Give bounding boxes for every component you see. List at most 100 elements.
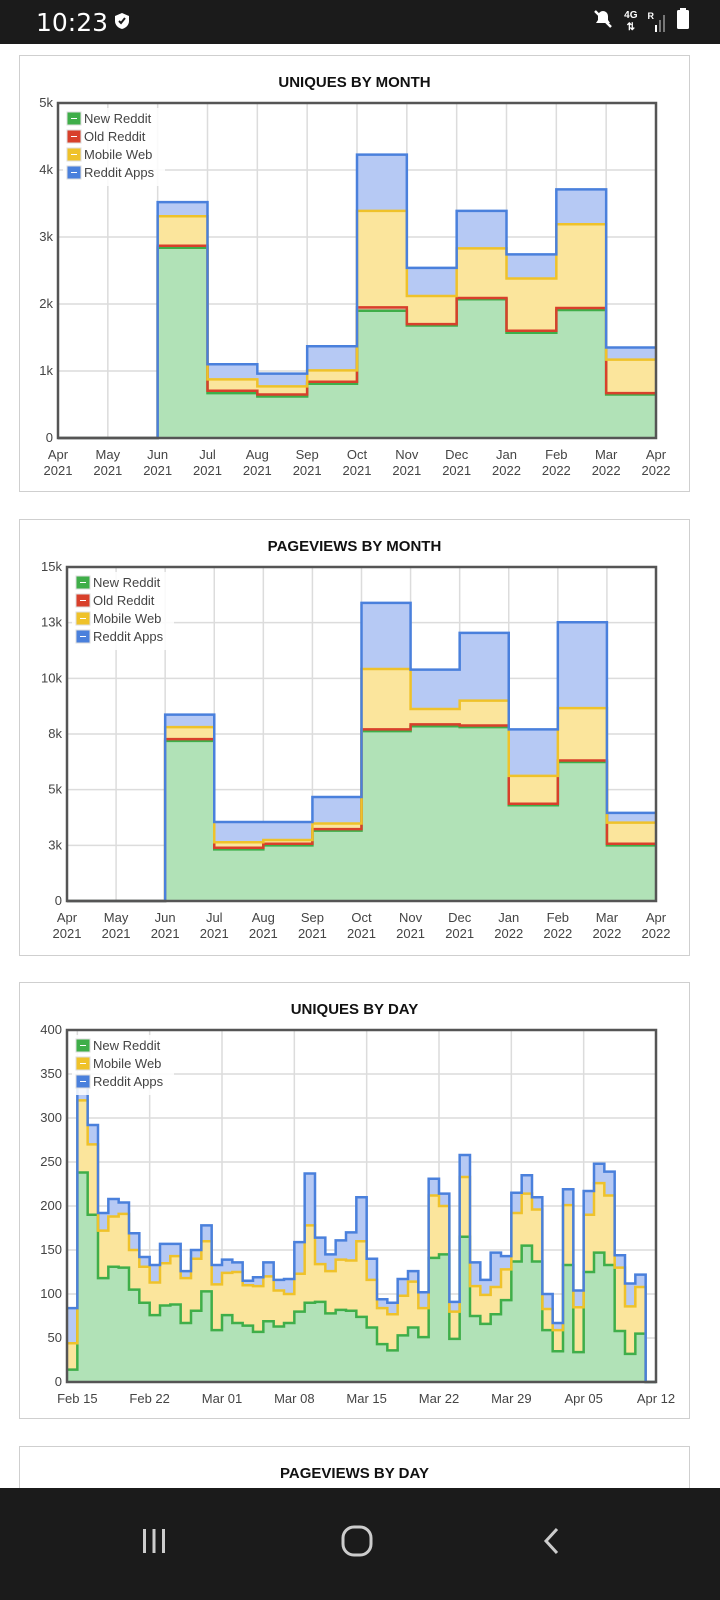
x-tick-label: Jan — [498, 910, 519, 925]
x-tick-label: 2022 — [542, 463, 571, 478]
y-tick-label: 0 — [55, 1374, 62, 1389]
clock: 10:23 — [36, 8, 109, 37]
x-tick-label: May — [104, 910, 129, 925]
x-tick-label: Jun — [155, 910, 176, 925]
x-tick-label: Jun — [147, 447, 168, 462]
x-tick-label: 2021 — [93, 463, 122, 478]
battery-icon — [676, 8, 690, 35]
legend: New Reddit Old Reddit Mobile Web Reddit App… — [72, 572, 174, 650]
x-tick-label: Feb 22 — [129, 1391, 169, 1406]
y-tick-label: 0 — [55, 893, 62, 908]
x-tick-label: 2021 — [298, 926, 327, 941]
page-content[interactable]: UNIQUES BY MONTH 0 1k 2k 3k 4k 5k Apr 2021 May 20… — [0, 44, 720, 1488]
x-tick-label: 2021 — [343, 463, 372, 478]
pageviews-by-month-chart: 03k5k8k10k13k15kApr2021May2021Jun2021Jul… — [41, 559, 671, 941]
x-tick-label: 2021 — [293, 463, 322, 478]
x-tick-label: 2021 — [445, 926, 474, 941]
legend-label: Mobile Web — [93, 1056, 161, 1071]
chart-title: UNIQUES BY MONTH — [278, 74, 431, 91]
roaming-indicator: R — [647, 10, 655, 21]
x-tick-label: 2021 — [392, 463, 421, 478]
legend: New Reddit Old Reddit Mobile Web Reddit App… — [63, 108, 165, 186]
x-tick-label: Sep — [296, 447, 319, 462]
x-tick-label: Dec — [445, 447, 469, 462]
uniques-by-day-chart: 0 50 100 150 200 250 300 350 400 Feb 15 Feb 22 Mar … — [40, 1022, 675, 1406]
plot-border — [65, 1028, 658, 1384]
y-tick-label: 100 — [40, 1286, 62, 1301]
mute-icon — [592, 8, 614, 35]
navigation-bar — [0, 1488, 720, 1600]
home-button[interactable] — [327, 1516, 387, 1566]
x-tick-label: Jan — [496, 447, 517, 462]
area-reddit-apps — [67, 1087, 656, 1382]
x-tick-label: 2021 — [347, 926, 376, 941]
x-tick-label: 2021 — [44, 463, 73, 478]
legend-label: Reddit Apps — [93, 629, 164, 644]
x-tick-label: Mar 08 — [274, 1391, 314, 1406]
y-tick-label: 1k — [39, 363, 53, 378]
status-bar: 10:23 4G ⇅ R — [0, 0, 720, 44]
x-tick-label: 2021 — [200, 926, 229, 941]
x-tick-label: 2021 — [143, 463, 172, 478]
chart-card-pageviews-by-month: PAGEVIEWS BY MONTH 0 3k 5k 8k 10k 13k 15k Apr 20… — [19, 519, 690, 956]
y-tick-label: 15k — [41, 559, 62, 574]
x-tick-label: 2021 — [442, 463, 471, 478]
line-reddit-apps — [58, 153, 656, 440]
line-reddit-apps — [67, 601, 656, 903]
x-tick-label: 2021 — [193, 463, 222, 478]
x-tick-label: Oct — [347, 447, 368, 462]
network-type: 4G — [624, 9, 638, 21]
x-tick-label: Mar 29 — [491, 1391, 531, 1406]
x-tick-label: Nov — [395, 447, 419, 462]
x-tick-label: 2021 — [396, 926, 425, 941]
line-reddit-apps — [67, 1085, 656, 1384]
legend-label: Old Reddit — [84, 129, 146, 144]
x-tick-label: 2022 — [642, 926, 671, 941]
chart-title: PAGEVIEWS BY MONTH — [267, 538, 442, 555]
chart-card-uniques-by-day: UNIQUES BY DAY 0 50 100 150 200 250 300 350 400 F… — [19, 982, 690, 1419]
y-tick-label: 5k — [48, 782, 62, 797]
legend-label: Old Reddit — [93, 593, 155, 608]
legend-label: Reddit Apps — [93, 1074, 164, 1089]
legend-label: Mobile Web — [93, 611, 161, 626]
shield-icon — [114, 12, 130, 35]
y-tick-label: 5k — [39, 95, 53, 110]
home-icon — [341, 1525, 373, 1557]
x-tick-label: Apr — [646, 910, 667, 925]
x-tick-label: 2021 — [151, 926, 180, 941]
x-tick-label: Oct — [351, 910, 372, 925]
y-tick-label: 350 — [40, 1066, 62, 1081]
uniques-by-month-chart: 01k2k3k4k5kApr2021May2021Jun2021Jul2021A… — [39, 95, 671, 478]
y-tick-label: 0 — [46, 430, 53, 445]
legend-label: Reddit Apps — [84, 165, 155, 180]
x-tick-label: May — [96, 447, 121, 462]
chart-card-uniques-by-month: UNIQUES BY MONTH 0 1k 2k 3k 4k 5k Apr 2021 May 20… — [19, 55, 690, 492]
x-tick-label: Aug — [252, 910, 275, 925]
back-button[interactable] — [522, 1516, 582, 1566]
data-arrows-icon: ⇅ — [626, 21, 636, 33]
x-tick-label: 2022 — [592, 926, 621, 941]
y-tick-label: 250 — [40, 1154, 62, 1169]
line-new-reddit — [67, 1171, 656, 1384]
x-tick-label: Apr 05 — [565, 1391, 603, 1406]
x-tick-label: 2022 — [592, 463, 621, 478]
legend-label: New Reddit — [84, 111, 152, 126]
area-new-reddit — [67, 1172, 656, 1382]
y-tick-label: 200 — [40, 1198, 62, 1213]
x-tick-label: Sep — [301, 910, 324, 925]
x-tick-label: Mar — [596, 910, 619, 925]
y-tick-label: 2k — [39, 296, 53, 311]
chart-title: PAGEVIEWS BY DAY — [280, 1465, 429, 1482]
signal-indicator: R — [648, 11, 667, 33]
x-tick-label: 2021 — [243, 463, 272, 478]
chart-card-pageviews-by-day: PAGEVIEWS BY DAY — [19, 1446, 690, 1488]
x-tick-label: Jul — [199, 447, 216, 462]
chart-title: UNIQUES BY DAY — [290, 1001, 419, 1018]
x-tick-label: Feb 15 — [57, 1391, 97, 1406]
network-indicator: 4G ⇅ — [624, 10, 637, 34]
x-tick-label: 2022 — [494, 926, 523, 941]
x-tick-label: 2022 — [642, 463, 671, 478]
recent-apps-button[interactable] — [124, 1516, 184, 1566]
line-mobile-web — [67, 1099, 656, 1384]
x-tick-label: Apr — [48, 447, 69, 462]
